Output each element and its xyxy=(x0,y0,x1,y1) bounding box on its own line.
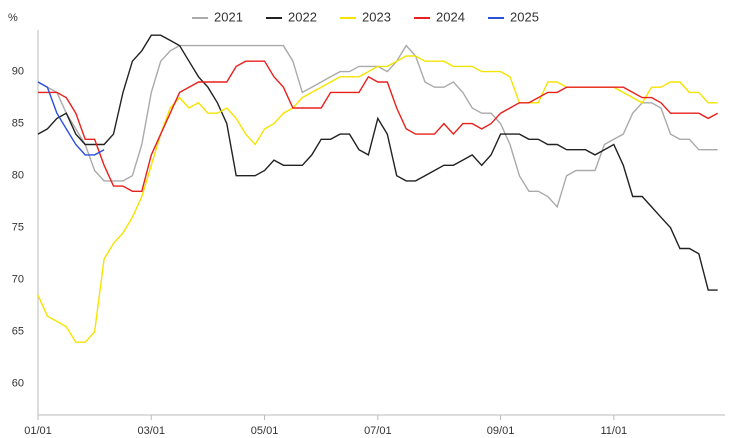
series-line xyxy=(37,34,718,291)
x-tick-label: 11/01 xyxy=(600,425,627,437)
series-line xyxy=(37,44,718,209)
y-axis-label: % xyxy=(8,12,18,24)
legend-label: 2023 xyxy=(362,9,391,24)
y-tick-label: 80 xyxy=(12,170,24,182)
y-tick-label: 90 xyxy=(12,66,24,78)
x-tick-label: 01/01 xyxy=(24,425,52,437)
legend-label: 2022 xyxy=(288,9,317,24)
x-tick-label: 09/01 xyxy=(487,425,515,437)
legend: 2021 2022 2023 2024 2025 xyxy=(192,9,539,24)
y-tick-label: 60 xyxy=(12,378,24,390)
legend-label: 2024 xyxy=(436,9,465,24)
x-tick-label: 07/01 xyxy=(364,425,392,437)
legend-label: 2025 xyxy=(510,9,539,24)
legend-label: 2021 xyxy=(214,9,243,24)
y-tick-label: 70 xyxy=(12,274,24,286)
y-tick-label: 85 xyxy=(12,118,24,130)
series-line xyxy=(38,60,719,192)
series-line xyxy=(37,55,718,343)
x-tick-label: 05/01 xyxy=(251,425,279,437)
y-tick-label: 75 xyxy=(12,222,24,234)
y-tick-label: 65 xyxy=(12,326,24,338)
x-tick-label: 03/01 xyxy=(138,425,166,437)
series-line xyxy=(37,81,105,156)
